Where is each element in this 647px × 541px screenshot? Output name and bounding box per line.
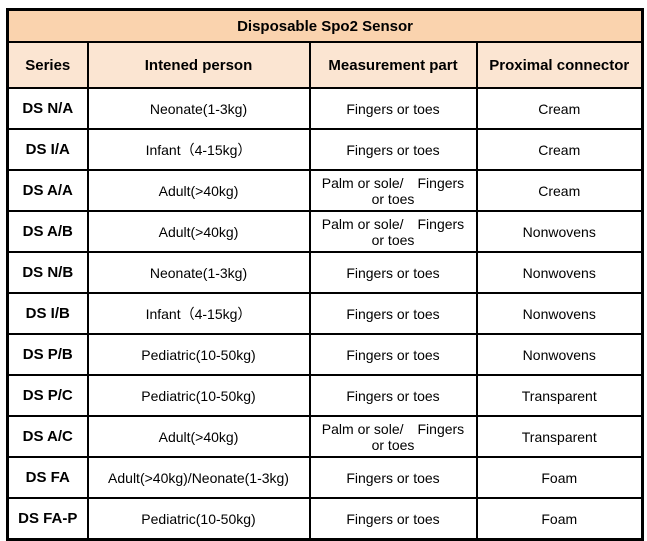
person-cell: Neonate(1-3kg) [86, 87, 311, 130]
connector-cell: Nonwovens [475, 210, 644, 253]
spo2-sensor-table: Disposable Spo2 Sensor Series Intened pe… [6, 8, 645, 541]
column-header-intened-person: Intened person [86, 41, 311, 89]
table-row: DS N/A Neonate(1-3kg) Fingers or toes Cream [6, 87, 644, 130]
part-cell: Fingers or toes [308, 128, 478, 171]
column-header-series: Series [6, 41, 89, 89]
series-cell: DS FA-P [6, 497, 89, 541]
series-cell: DS P/B [6, 333, 89, 376]
connector-cell: Nonwovens [475, 333, 644, 376]
title-row: Disposable Spo2 Sensor [6, 8, 644, 43]
series-cell: DS A/A [6, 169, 89, 212]
part-cell: Palm or sole/ Fingers or toes [308, 210, 478, 253]
connector-cell: Cream [475, 128, 644, 171]
person-cell: Pediatric(10-50kg) [86, 374, 311, 417]
series-cell: DS I/B [6, 292, 89, 335]
connector-cell: Foam [475, 456, 644, 499]
person-cell: Adult(>40kg) [86, 210, 311, 253]
person-cell: Adult(>40kg) [86, 169, 311, 212]
part-cell: Palm or sole/ Fingers or toes [308, 415, 478, 458]
table-row: DS I/B Infant（4-15kg） Fingers or toes Nonwo… [6, 292, 644, 335]
series-cell: DS A/B [6, 210, 89, 253]
table-row: DS P/C Pediatric(10-50kg) Fingers or toes T… [6, 374, 644, 417]
column-header-measurement-part: Measurement part [308, 41, 478, 89]
series-cell: DS I/A [6, 128, 89, 171]
series-cell: DS N/B [6, 251, 89, 294]
spec-table-container: Disposable Spo2 Sensor Series Intened pe… [6, 8, 645, 541]
series-cell: DS A/C [6, 415, 89, 458]
header-row: Series Intened person Measurement part P… [6, 41, 644, 89]
series-cell: DS N/A [6, 87, 89, 130]
person-cell: Neonate(1-3kg) [86, 251, 311, 294]
part-cell: Fingers or toes [308, 456, 478, 499]
part-cell: Fingers or toes [308, 374, 478, 417]
person-cell: Adult(>40kg)/Neonate(1-3kg) [86, 456, 311, 499]
connector-cell: Transparent [475, 374, 644, 417]
part-cell: Fingers or toes [308, 333, 478, 376]
part-cell: Fingers or toes [308, 251, 478, 294]
part-cell: Fingers or toes [308, 87, 478, 130]
connector-cell: Nonwovens [475, 292, 644, 335]
table-row: DS A/B Adult(>40kg) Palm or sole/ Fingers … [6, 210, 644, 253]
table-row: DS I/A Infant（4-15kg） Fingers or toes Cream [6, 128, 644, 171]
table-row: DS FA-P Pediatric(10-50kg) Fingers or toes… [6, 497, 644, 541]
series-cell: DS P/C [6, 374, 89, 417]
table-title: Disposable Spo2 Sensor [6, 8, 644, 43]
part-cell: Fingers or toes [308, 497, 478, 541]
person-cell: Infant（4-15kg） [86, 292, 311, 335]
column-header-proximal-connector: Proximal connector [475, 41, 644, 89]
connector-cell: Transparent [475, 415, 644, 458]
table-row: DS FA Adult(>40kg)/Neonate(1-3kg) Fingers … [6, 456, 644, 499]
person-cell: Infant（4-15kg） [86, 128, 311, 171]
part-cell: Fingers or toes [308, 292, 478, 335]
table-row: DS P/B Pediatric(10-50kg) Fingers or toes N… [6, 333, 644, 376]
person-cell: Pediatric(10-50kg) [86, 333, 311, 376]
person-cell: Adult(>40kg) [86, 415, 311, 458]
table-row: DS N/B Neonate(1-3kg) Fingers or toes Nonwo… [6, 251, 644, 294]
table-body: DS N/A Neonate(1-3kg) Fingers or toes Cream… [6, 87, 644, 541]
table-row: DS A/A Adult(>40kg) Palm or sole/ Fingers … [6, 169, 644, 212]
connector-cell: Nonwovens [475, 251, 644, 294]
connector-cell: Foam [475, 497, 644, 541]
connector-cell: Cream [475, 87, 644, 130]
series-cell: DS FA [6, 456, 89, 499]
part-cell: Palm or sole/ Fingers or toes [308, 169, 478, 212]
person-cell: Pediatric(10-50kg) [86, 497, 311, 541]
connector-cell: Cream [475, 169, 644, 212]
table-row: DS A/C Adult(>40kg) Palm or sole/ Fingers … [6, 415, 644, 458]
